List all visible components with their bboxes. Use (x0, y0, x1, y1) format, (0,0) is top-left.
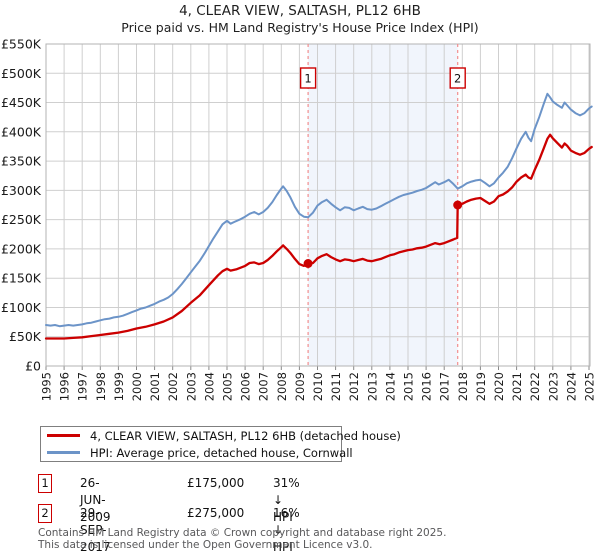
svg-text:2011: 2011 (329, 372, 343, 401)
transaction-date: 29-SEP-2017 (80, 506, 111, 554)
svg-text:2017: 2017 (438, 372, 452, 401)
svg-text:2009: 2009 (293, 372, 307, 401)
svg-text:£250K: £250K (1, 212, 42, 227)
svg-text:2013: 2013 (365, 372, 379, 401)
transaction-vs-hpi: 31% ↓ HPI (273, 476, 300, 524)
svg-text:2005: 2005 (221, 372, 235, 401)
svg-text:1: 1 (304, 72, 311, 86)
svg-text:2016: 2016 (420, 372, 434, 401)
legend-item-hpi: HPI: Average price, detached house, Corn… (41, 446, 353, 460)
svg-text:£500K: £500K (1, 66, 42, 81)
svg-text:2004: 2004 (202, 372, 216, 401)
svg-text:£450K: £450K (1, 95, 42, 110)
svg-text:2010: 2010 (311, 372, 325, 401)
svg-text:2008: 2008 (275, 372, 289, 401)
svg-text:£300K: £300K (1, 183, 42, 198)
transaction-marker-2: 2 (38, 504, 52, 523)
svg-text:2003: 2003 (184, 372, 198, 401)
svg-text:£100K: £100K (1, 300, 42, 315)
transaction-date: 26-JUN-2009 (80, 476, 111, 524)
svg-text:2014: 2014 (383, 372, 397, 401)
legend-label: HPI: Average price, detached house, Corn… (90, 445, 353, 460)
svg-text:2018: 2018 (456, 372, 470, 401)
svg-text:2024: 2024 (564, 372, 578, 401)
page-subtitle: Price paid vs. HM Land Registry's House … (121, 20, 479, 35)
svg-text:2006: 2006 (239, 372, 253, 401)
chart-legend: 4, CLEAR VIEW, SALTASH, PL12 6HB (detach… (40, 426, 401, 462)
footer-line-2: This data is licensed under the Open Gov… (38, 538, 373, 551)
svg-text:£400K: £400K (1, 124, 42, 139)
transaction-price: £275,000 (187, 506, 245, 520)
svg-text:£150K: £150K (1, 271, 42, 286)
svg-text:£50K: £50K (9, 329, 42, 344)
svg-text:2023: 2023 (546, 372, 560, 401)
svg-text:1996: 1996 (58, 372, 72, 401)
svg-text:2000: 2000 (130, 372, 144, 401)
svg-text:2012: 2012 (347, 372, 361, 401)
svg-text:2022: 2022 (528, 372, 542, 401)
property-line-swatch (47, 434, 80, 437)
legend-label: 4, CLEAR VIEW, SALTASH, PL12 6HB (detach… (90, 428, 401, 443)
svg-text:1997: 1997 (76, 372, 90, 401)
legend-item-property: 4, CLEAR VIEW, SALTASH, PL12 6HB (detach… (41, 429, 401, 443)
svg-text:2021: 2021 (510, 372, 524, 401)
svg-text:2007: 2007 (257, 372, 271, 401)
hpi-line-swatch (47, 451, 80, 454)
svg-text:2: 2 (454, 72, 461, 86)
transaction-vs-hpi: 16% ↓ HPI (273, 506, 300, 554)
footer-line-1: Contains HM Land Registry data © Crown c… (38, 527, 447, 539)
svg-text:2002: 2002 (166, 372, 180, 401)
svg-text:£200K: £200K (1, 241, 42, 256)
svg-text:1999: 1999 (112, 372, 126, 401)
svg-text:£0: £0 (25, 359, 41, 374)
svg-text:1998: 1998 (94, 372, 108, 401)
page-title: 4, CLEAR VIEW, SALTASH, PL12 6HB (179, 3, 421, 19)
svg-text:2001: 2001 (148, 372, 162, 401)
license-footer: Contains HM Land Registry data © Crown c… (38, 527, 447, 551)
svg-text:2020: 2020 (492, 372, 506, 401)
price-chart: £550K £500K £450K £400K £350K £300K £250K £200K… (1, 37, 597, 402)
svg-text:2019: 2019 (474, 372, 488, 401)
svg-text:1995: 1995 (40, 372, 54, 401)
svg-text:2015: 2015 (402, 372, 416, 401)
svg-text:£350K: £350K (1, 154, 42, 169)
svg-text:£550K: £550K (1, 37, 42, 52)
transaction-price: £175,000 (187, 476, 245, 490)
svg-text:2025: 2025 (583, 372, 597, 401)
transaction-marker-1: 1 (38, 474, 52, 493)
